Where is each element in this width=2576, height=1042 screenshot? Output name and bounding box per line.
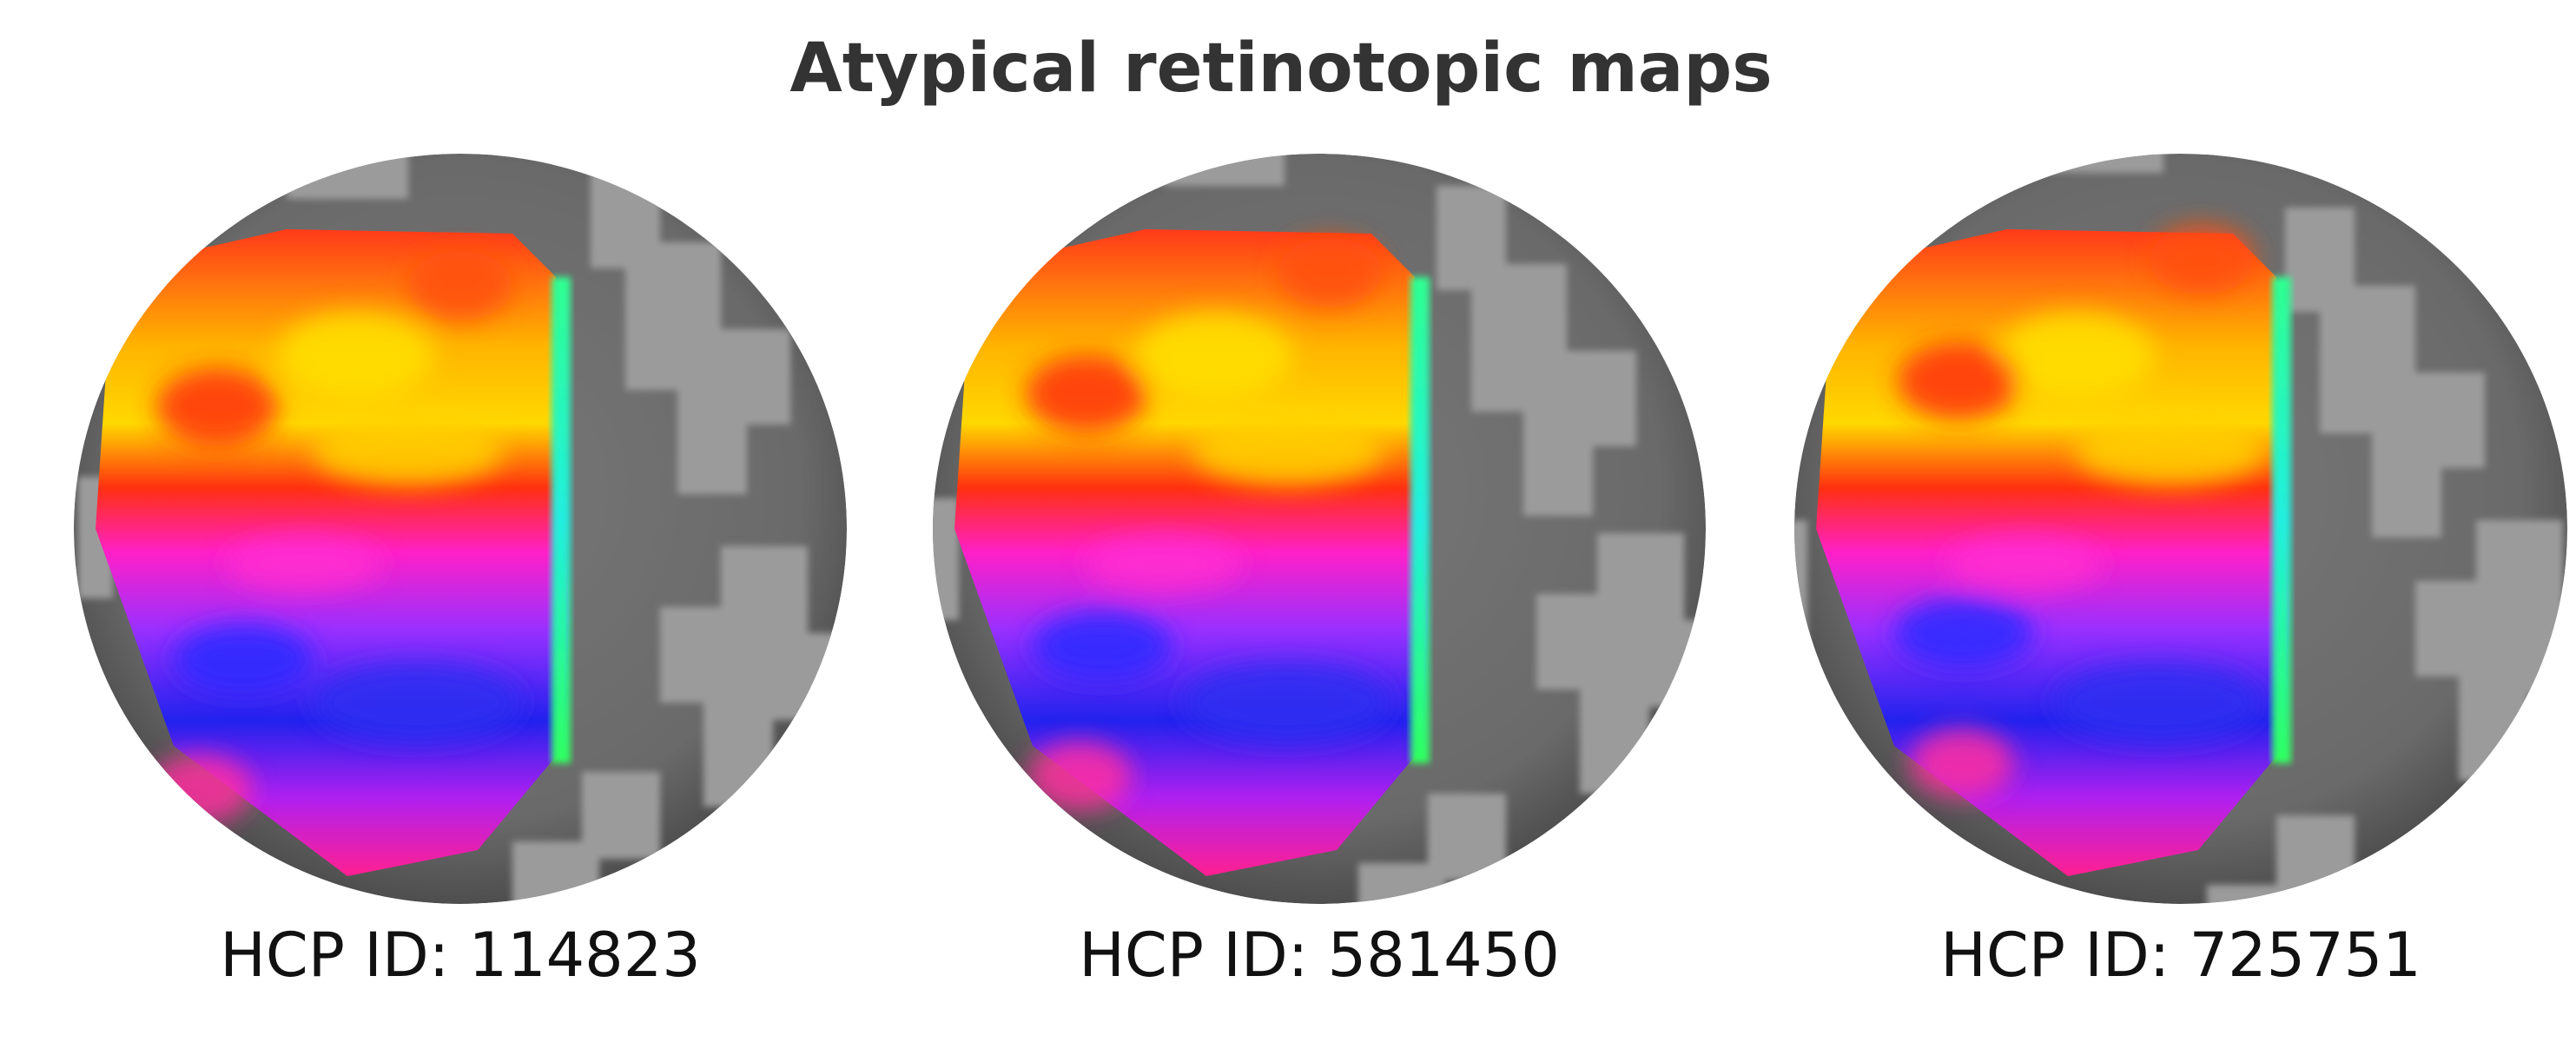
patch-blob xyxy=(1085,537,1241,590)
patch-blob xyxy=(408,251,512,320)
patch-blob xyxy=(1998,312,2155,399)
patch-blob xyxy=(148,755,252,824)
retinotopic-map: HCP ID: 114823 xyxy=(74,154,847,991)
subject-id: HCP ID: 581450 xyxy=(1079,920,1560,991)
patch-texture xyxy=(1894,225,2266,798)
sulcal-pattern xyxy=(2285,208,2485,537)
sulcal-pattern xyxy=(2207,815,2355,904)
patch-blob xyxy=(1910,729,2014,798)
sulcal-pattern xyxy=(1163,154,1285,186)
patch-blob xyxy=(1026,355,1147,433)
patch-texture xyxy=(148,251,521,824)
sulcal-pattern xyxy=(1794,520,1807,642)
map-surface xyxy=(74,154,847,904)
sulcal-pattern xyxy=(1536,533,1706,794)
patch-blob xyxy=(226,537,382,590)
patch-blob xyxy=(1894,598,2033,668)
patch-edge xyxy=(1410,277,1430,763)
patch-blob xyxy=(2150,225,2254,294)
sulcal-pattern xyxy=(591,164,790,494)
sulcal-pattern xyxy=(933,498,959,620)
sulcal-pattern xyxy=(512,772,660,904)
patch-blob xyxy=(278,312,434,399)
patch-edge xyxy=(2272,277,2291,763)
retinotopic-map: HCP ID: 581450 xyxy=(933,154,1706,991)
patch-blob xyxy=(2075,416,2266,485)
subject-id: HCP ID: 725751 xyxy=(1940,920,2421,991)
patch-blob xyxy=(1137,312,1293,399)
patch-blob xyxy=(1182,663,1390,742)
patch-blob xyxy=(2054,663,2262,742)
patch-texture xyxy=(1026,238,1390,811)
patch-blob xyxy=(1898,342,2019,420)
map-surface xyxy=(933,154,1706,904)
patch-edge xyxy=(552,277,571,763)
map-surface xyxy=(1794,154,2567,904)
patch-blob xyxy=(1033,611,1172,681)
figure-title: Atypical retinotopic maps xyxy=(789,30,1772,108)
patch-blob xyxy=(174,624,313,694)
patch-blob xyxy=(1027,742,1132,811)
patch-blob xyxy=(1278,238,1382,307)
patch-blob xyxy=(1192,416,1384,485)
retinotopic-map: HCP ID: 725751 xyxy=(1794,154,2567,991)
subject-id: HCP ID: 114823 xyxy=(220,920,701,991)
sulcal-pattern xyxy=(2042,154,2163,173)
sulcal-pattern xyxy=(287,154,408,199)
patch-blob xyxy=(313,663,521,742)
sulcal-pattern xyxy=(660,546,847,807)
sulcal-pattern xyxy=(2415,520,2567,781)
patch-blob xyxy=(313,416,504,485)
patch-blob xyxy=(1946,537,2103,590)
patch-blob xyxy=(156,368,278,446)
sulcal-pattern xyxy=(1437,186,1636,516)
